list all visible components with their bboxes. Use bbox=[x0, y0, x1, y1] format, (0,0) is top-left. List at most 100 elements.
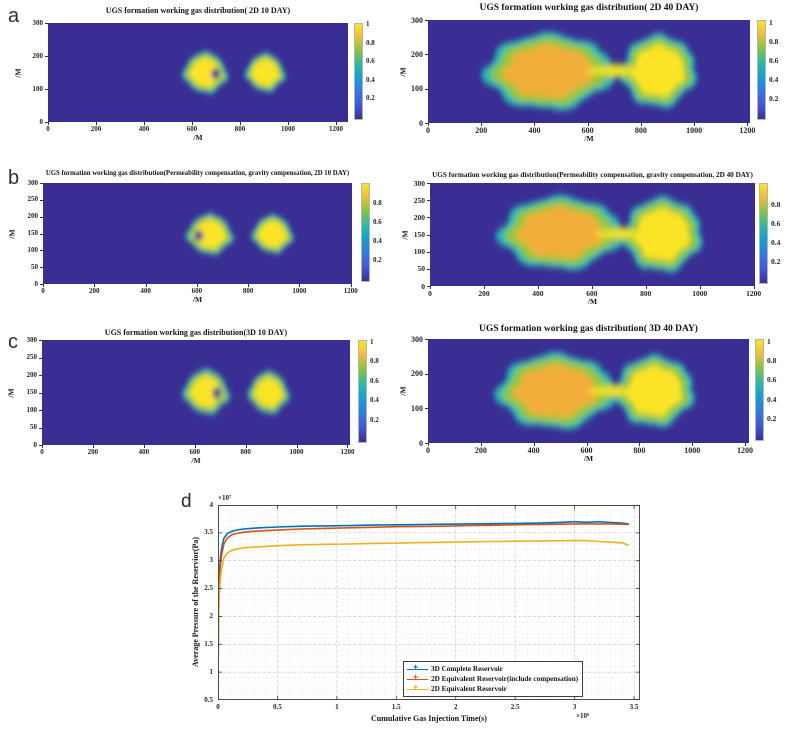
x-tick-label: 0 bbox=[426, 446, 430, 455]
y-tick-label: 50 bbox=[417, 264, 426, 274]
tick-mark bbox=[40, 284, 43, 285]
legend: 3D Complete Reservoir 2D Equivalent Rese… bbox=[403, 661, 584, 697]
y-tick-label: 4 bbox=[209, 500, 214, 509]
tick-mark bbox=[747, 123, 749, 126]
tick-mark bbox=[42, 445, 43, 448]
x-tick-label: 200 bbox=[87, 448, 99, 456]
x-tick-label: 0.5 bbox=[273, 703, 282, 711]
colorbar bbox=[354, 23, 363, 120]
panel-label-b: b bbox=[8, 167, 20, 189]
x-tick-label: 1000 bbox=[684, 446, 701, 455]
tick-mark bbox=[194, 445, 196, 448]
heatmap-image bbox=[428, 20, 750, 123]
tick-mark bbox=[143, 445, 145, 448]
x-axis-label: /M bbox=[587, 297, 598, 306]
x-tick-label: 1200 bbox=[343, 287, 358, 295]
y-tick-label: 100 bbox=[411, 84, 423, 94]
x-tick-label: 600 bbox=[191, 287, 203, 295]
y-tick-label: 200 bbox=[26, 370, 38, 379]
y-tick-label: 2 bbox=[209, 611, 214, 620]
tick-mark bbox=[43, 284, 44, 287]
tick-mark bbox=[39, 340, 42, 341]
y-axis-label: /M bbox=[6, 387, 16, 398]
tick-mark bbox=[45, 122, 48, 123]
x-axis-exponent: ×10⁶ bbox=[576, 712, 590, 720]
panel-label-d: d bbox=[181, 491, 192, 512]
heatmap-plot-area bbox=[48, 23, 348, 122]
y-tick-label: 1.5 bbox=[204, 639, 213, 648]
tick-mark bbox=[40, 216, 43, 218]
tick-mark bbox=[40, 233, 43, 235]
tick-mark bbox=[240, 122, 241, 125]
heatmap-image bbox=[428, 339, 749, 443]
colorbar-tick-label: 0.2 bbox=[769, 93, 779, 103]
colorbar-tick-label: 0.6 bbox=[370, 376, 379, 385]
colorbar-tick-label: 0.8 bbox=[366, 38, 375, 47]
y-axis-label: Average Pressure of the Reservior(Pa) bbox=[191, 536, 200, 668]
x-tick-label: 1200 bbox=[340, 448, 355, 456]
tick-mark bbox=[196, 284, 198, 287]
colorbar-tick-label: 0.8 bbox=[373, 199, 382, 208]
x-tick-label: 0 bbox=[216, 703, 220, 711]
y-tick-label: 300 bbox=[413, 178, 425, 188]
legend-entry-label: 2D Equivalent Reservoir(include compensa… bbox=[431, 675, 579, 683]
legend-entry: 2D Equivalent Reservoir(include compensa… bbox=[407, 673, 579, 684]
tick-mark bbox=[427, 268, 430, 270]
x-tick-label: 1000 bbox=[692, 289, 708, 298]
tick-mark bbox=[483, 286, 485, 289]
x-tick-label: 3 bbox=[572, 703, 577, 711]
y-axis-label: /M bbox=[13, 67, 23, 78]
legend-entry-label: 3D Complete Reservoir bbox=[431, 665, 503, 673]
colorbar-tick-label: 0.4 bbox=[373, 236, 382, 245]
y-tick-label: 300 bbox=[411, 334, 423, 344]
tick-mark bbox=[745, 443, 747, 446]
x-tick-label: 0 bbox=[41, 287, 45, 295]
colorbar-tick-label: 0.4 bbox=[370, 396, 379, 405]
x-tick-label: 1200 bbox=[737, 446, 754, 455]
colorbar-tick-label: 0.6 bbox=[771, 218, 781, 228]
y-tick-label: 2.5 bbox=[204, 584, 213, 593]
x-tick-label: 2 bbox=[453, 703, 458, 711]
heatmap-plot-area bbox=[43, 183, 352, 284]
x-tick-label: 0 bbox=[426, 126, 430, 135]
y-tick-label: 300 bbox=[26, 335, 38, 344]
y-tick-label: 50 bbox=[30, 423, 37, 431]
y-tick-label: 150 bbox=[27, 229, 39, 237]
colorbar-tick-label: 0.6 bbox=[769, 55, 779, 65]
y-tick-label: 0 bbox=[421, 281, 425, 291]
tick-mark bbox=[39, 375, 42, 376]
colorbar-tick-label: 0.8 bbox=[771, 199, 781, 209]
tick-mark bbox=[40, 199, 43, 201]
legend-entry: 3D Complete Reservoir bbox=[407, 663, 578, 674]
x-tick-label: 0 bbox=[46, 125, 50, 133]
heatmap-image bbox=[48, 23, 348, 122]
colorbar-tick-label: 0.6 bbox=[373, 218, 382, 227]
colorbar-tick-label: 0.8 bbox=[769, 36, 779, 46]
y-tick-label: 100 bbox=[411, 403, 423, 413]
tick-mark bbox=[45, 89, 48, 90]
x-tick-label: 600 bbox=[189, 448, 200, 456]
tick-mark bbox=[427, 200, 430, 202]
y-tick-label: 100 bbox=[32, 84, 44, 93]
tick-mark bbox=[39, 410, 42, 411]
tick-mark bbox=[534, 123, 536, 126]
x-tick-label: 200 bbox=[90, 125, 102, 133]
x-tick-label: 1000 bbox=[292, 287, 307, 295]
tick-mark bbox=[40, 183, 43, 184]
x-tick-label: 400 bbox=[527, 446, 540, 455]
tick-mark bbox=[425, 54, 428, 56]
colorbar bbox=[358, 340, 367, 443]
heatmap-plot-area bbox=[430, 183, 755, 286]
tick-mark bbox=[425, 339, 428, 340]
x-tick-label: 1000 bbox=[289, 448, 304, 456]
x-axis-label: /M bbox=[193, 133, 203, 142]
y-tick-label: 0 bbox=[419, 438, 423, 448]
colorbar-tick-label: 0.4 bbox=[769, 74, 779, 84]
y-axis-label: /M bbox=[398, 386, 408, 396]
tick-mark bbox=[347, 445, 349, 448]
colorbar-tick-label: 1 bbox=[767, 336, 771, 346]
y-tick-label: 0.5 bbox=[204, 695, 213, 704]
y-tick-label: 200 bbox=[32, 51, 44, 60]
colorbar-tick-label: 0.4 bbox=[366, 75, 375, 84]
tick-mark bbox=[296, 445, 298, 448]
